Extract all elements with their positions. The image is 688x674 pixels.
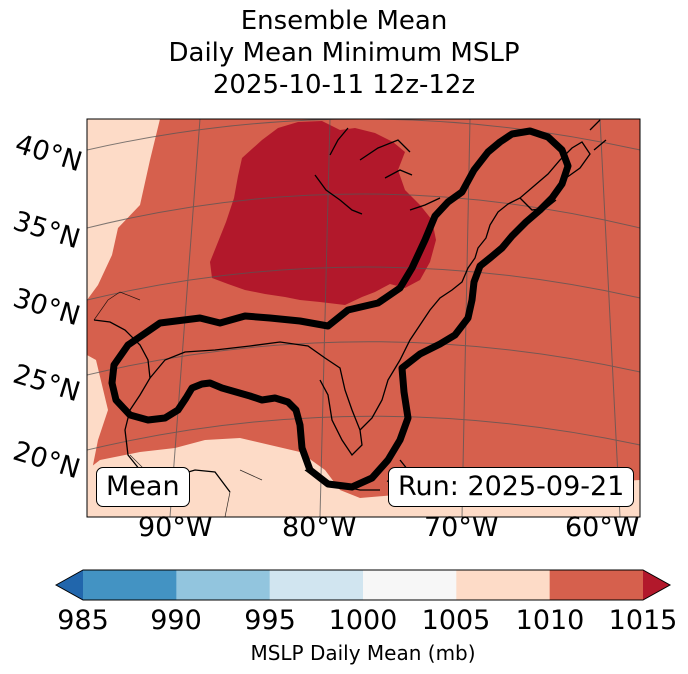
- borders: [93, 291, 263, 517]
- field-1005-1010-west: [87, 119, 160, 300]
- colorbar-bin-995-1000: [269, 570, 364, 600]
- colorbar-tick-985: 985: [57, 605, 109, 636]
- colorbar-bin-985-990: [83, 570, 177, 600]
- colorbar-bin-<985: [56, 570, 83, 600]
- colorbar-bin-1000-1005: [363, 570, 457, 600]
- mean-label-box: Mean: [96, 467, 190, 507]
- colorbar-bin-1005-1010: [456, 570, 551, 600]
- title-line-1: Ensemble Mean: [240, 6, 448, 36]
- colorbar-tick-995: 995: [244, 605, 296, 636]
- title-line-2: Daily Mean Minimum MSLP: [168, 38, 520, 68]
- lon-label-90w: 90°W: [138, 512, 213, 543]
- colorbar-tick-990: 990: [150, 605, 202, 636]
- map-frame: [86, 118, 641, 518]
- lon-label-80w: 80°W: [282, 512, 357, 543]
- colorbar-tick-1000: 1000: [328, 605, 398, 636]
- colorbar-bin->1015: [643, 570, 670, 600]
- colorbar-tick-1010: 1010: [515, 605, 585, 636]
- colorbar-outline: [54, 569, 672, 601]
- lon-label-70w: 70°W: [424, 512, 499, 543]
- colorbar-bin-990-995: [176, 570, 271, 600]
- title-line-3: 2025-10-11 12z-12z: [212, 70, 476, 100]
- lon-label-60w: 60°W: [565, 512, 640, 543]
- contour-outline: [108, 127, 572, 491]
- colorbar-tick-1005: 1005: [421, 605, 491, 636]
- colorbar-label: MSLP Daily Mean (mb): [250, 641, 476, 665]
- field-gt1015: [210, 121, 436, 305]
- colorbar-tick-1015: 1015: [608, 605, 678, 636]
- run-label-box: Run: 2025-09-21: [388, 467, 635, 507]
- colorbar-bin-1010-1015: [549, 570, 644, 600]
